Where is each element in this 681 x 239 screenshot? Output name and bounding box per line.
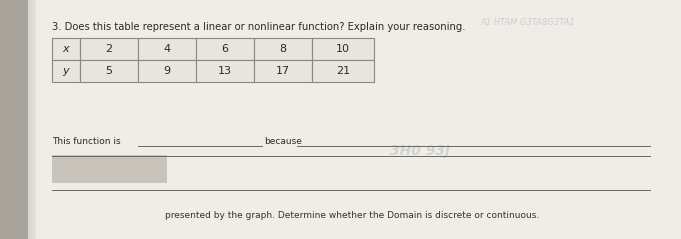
Text: y: y [63, 66, 69, 76]
Text: 13: 13 [218, 66, 232, 76]
Bar [52, 60, 80, 82]
Text: 6: 6 [221, 44, 229, 54]
Bar [28, 0, 36, 239]
Text: 9: 9 [163, 66, 170, 76]
Bar [254, 60, 312, 82]
Text: This function is: This function is [52, 137, 121, 147]
Text: A1 HTAM G3TA8G3TA1: A1 HTAM G3TA8G3TA1 [480, 18, 575, 27]
Bar [138, 38, 196, 60]
Text: 17: 17 [276, 66, 290, 76]
Text: presented by the graph. Determine whether the Domain is discrete or continuous.: presented by the graph. Determine whethe… [165, 211, 539, 219]
Text: 10: 10 [336, 44, 350, 54]
Text: 21: 21 [336, 66, 350, 76]
Text: 5: 5 [106, 66, 112, 76]
Text: 2: 2 [106, 44, 112, 54]
Bar [80, 38, 138, 60]
Bar [0, 0, 28, 239]
Bar [52, 38, 80, 60]
Text: 8: 8 [279, 44, 287, 54]
Bar [312, 60, 374, 82]
Bar [196, 38, 254, 60]
Text: because: because [264, 137, 302, 147]
Bar [80, 60, 138, 82]
Bar [312, 38, 374, 60]
Text: x: x [63, 44, 69, 54]
Text: 3H0 93J: 3H0 93J [390, 144, 450, 158]
Bar [254, 38, 312, 60]
Text: 3. Does this table represent a linear or nonlinear function? Explain your reason: 3. Does this table represent a linear or… [52, 22, 466, 32]
Text: 4: 4 [163, 44, 170, 54]
Bar [52, 155, 167, 183]
Bar [138, 60, 196, 82]
Bar [196, 60, 254, 82]
